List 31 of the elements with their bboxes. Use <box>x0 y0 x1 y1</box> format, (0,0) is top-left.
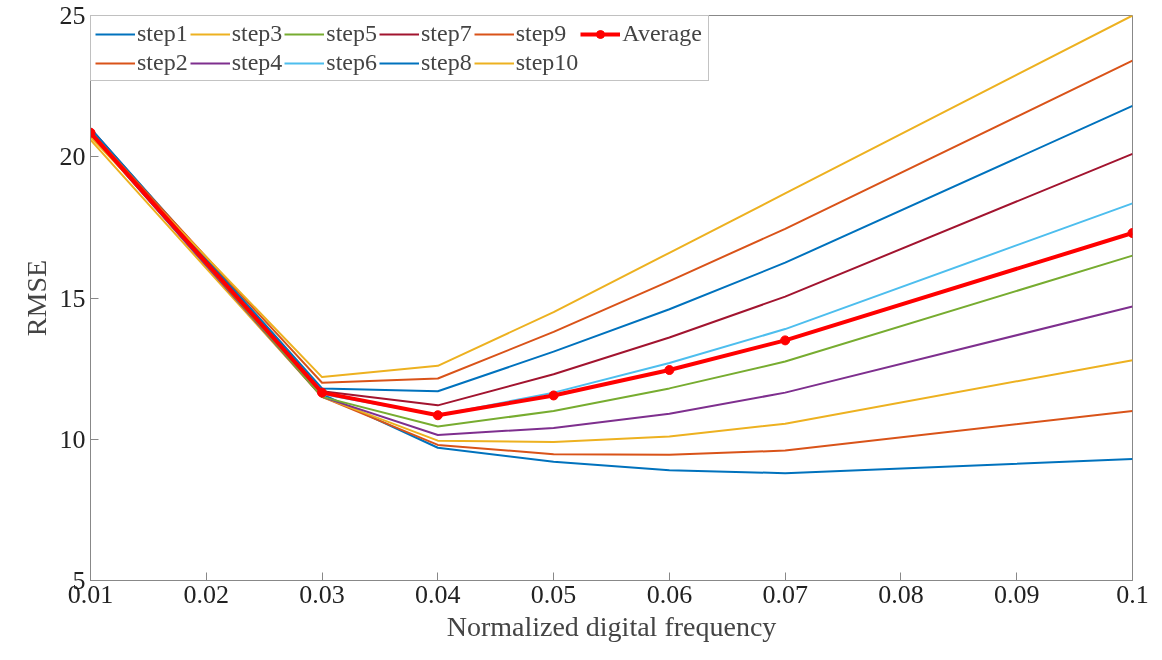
y-tick-label: 15 <box>59 283 86 313</box>
y-tick-label: 20 <box>59 142 86 172</box>
legend-label: step3 <box>231 20 283 47</box>
legend-label: step6 <box>326 49 378 76</box>
y-tick-label: 25 <box>59 1 86 30</box>
x-tick-label: 0.08 <box>878 579 924 609</box>
legend-label: step10 <box>515 49 579 76</box>
x-tick-label: 0.09 <box>993 579 1040 609</box>
legend-label: step7 <box>421 20 472 47</box>
legend-label: step5 <box>326 20 378 47</box>
point <box>780 335 791 346</box>
x-tick-label: 0.06 <box>646 579 693 609</box>
x-tick-label: 0.04 <box>415 579 461 609</box>
x-tick-label: 0.05 <box>530 579 577 609</box>
x-tick-label: 0.03 <box>299 579 345 609</box>
point <box>432 410 443 421</box>
x-tick-label: 0.1 <box>1116 579 1149 609</box>
legend-label: step4 <box>231 49 283 76</box>
legend-label: step9 <box>515 20 567 47</box>
point <box>317 387 328 398</box>
y-axis-title: RMSE <box>20 259 52 337</box>
point <box>548 390 559 401</box>
legend-label: step8 <box>421 49 472 76</box>
x-tick-label: 0.02 <box>183 579 230 609</box>
legend-label: Average <box>622 20 702 47</box>
x-tick-label: 0.07 <box>762 579 808 609</box>
legend-label: step2 <box>137 49 188 76</box>
x-axis-title: Normalized digital frequency <box>446 610 777 642</box>
point <box>664 365 675 376</box>
y-tick-label: 10 <box>59 424 86 454</box>
legend-label: step1 <box>137 20 188 47</box>
